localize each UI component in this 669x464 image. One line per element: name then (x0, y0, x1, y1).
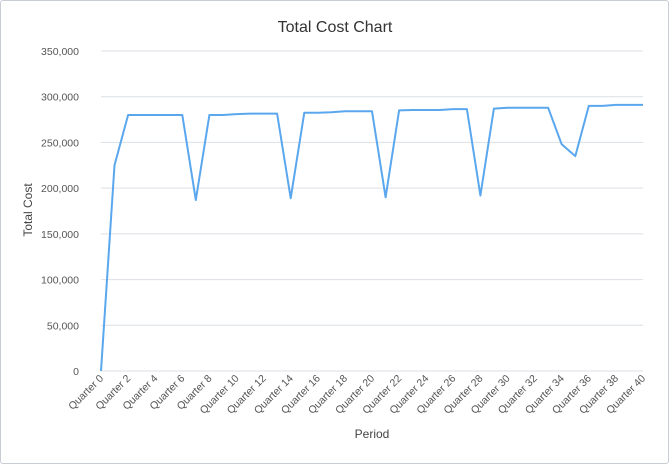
y-axis-ticks: 0 50,000 100,000 150,000 200,000 250,000 300,0… (41, 46, 79, 378)
y-tick-label: 50,000 (47, 320, 79, 332)
x-axis-title: Period (355, 427, 390, 441)
y-tick-label: 250,000 (41, 137, 79, 149)
series-layer (100, 103, 644, 372)
y-tick-label: 150,000 (41, 229, 79, 241)
y-tick-label: 0 (73, 366, 79, 378)
y-axis-title: Total Cost (21, 183, 35, 237)
y-tick-label: 200,000 (41, 183, 79, 195)
series-line (100, 103, 643, 372)
gridlines (101, 50, 643, 372)
chart-title: Total Cost Chart (278, 19, 393, 36)
y-tick-label: 350,000 (41, 46, 79, 58)
y-tick-label: 300,000 (41, 92, 79, 104)
y-tick-label: 100,000 (41, 275, 79, 287)
